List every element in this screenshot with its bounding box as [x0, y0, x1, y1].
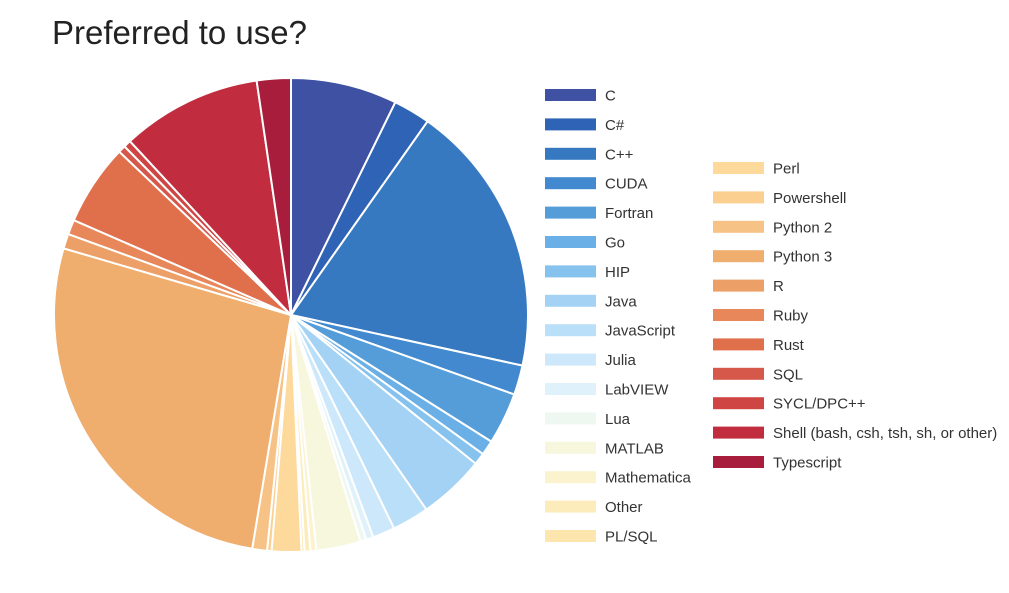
chart-title: Preferred to use?	[52, 14, 307, 51]
legend-item-matlab[interactable]: MATLAB	[545, 440, 664, 457]
legend-item-python-3[interactable]: Python 3	[713, 249, 832, 266]
pie-slice-typescript[interactable]	[255, 77, 292, 316]
legend-label: Lua	[605, 411, 631, 428]
legend-label: C++	[605, 146, 634, 163]
legend-label: Powershell	[773, 190, 846, 207]
legend-swatch	[545, 118, 596, 131]
legend-swatch	[545, 236, 596, 248]
legend-label: HIP	[605, 264, 630, 281]
legend-item-c[interactable]: C	[545, 88, 616, 105]
legend-swatch	[713, 162, 764, 174]
legend-swatch	[713, 367, 764, 380]
legend-item-shell-bash-csh-tsh-sh-or-other[interactable]: Shell (bash, csh, tsh, sh, or other)	[713, 425, 997, 442]
legend-label: PL/SQL	[605, 529, 658, 546]
legend-swatch	[713, 309, 764, 321]
legend-label: Python 3	[773, 249, 832, 266]
legend-label: Mathematica	[605, 470, 692, 487]
legend-item-ruby[interactable]: Ruby	[713, 308, 809, 325]
legend-item-rust[interactable]: Rust	[713, 337, 805, 354]
legend-swatch	[713, 191, 764, 204]
legend-item-java[interactable]: Java	[545, 293, 637, 310]
pie-slices	[53, 77, 530, 553]
legend-label: CUDA	[605, 176, 648, 193]
legend-label: C	[605, 88, 616, 105]
legend-item-typescript[interactable]: Typescript	[713, 455, 842, 472]
legend-label: R	[773, 278, 784, 295]
legend-item-go[interactable]: Go	[545, 235, 625, 252]
legend-swatch	[713, 426, 764, 439]
legend-label: Python 2	[773, 219, 832, 236]
legend-swatch	[545, 147, 596, 160]
legend-label: Java	[605, 293, 637, 310]
legend-label: JavaScript	[605, 323, 676, 340]
legend-label: SQL	[773, 366, 803, 383]
legend-swatch	[545, 177, 596, 190]
legend-label: Julia	[605, 352, 637, 369]
legend-item-labview[interactable]: LabVIEW	[545, 382, 669, 399]
legend-item-pl-sql[interactable]: PL/SQL	[545, 529, 658, 546]
legend-label: Go	[605, 235, 625, 252]
legend-label: Perl	[773, 161, 800, 178]
legend-label: MATLAB	[605, 440, 664, 457]
legend-item-other[interactable]: Other	[545, 499, 643, 516]
legend-label: Fortran	[605, 205, 653, 222]
legend-swatch	[545, 500, 596, 513]
legend-swatch	[545, 412, 596, 425]
legend-swatch	[713, 338, 764, 351]
legend-swatch	[545, 294, 596, 307]
legend-label: LabVIEW	[605, 382, 669, 399]
legend-label: Rust	[773, 337, 805, 354]
pie-slice-c[interactable]	[290, 120, 530, 367]
legend-item-r[interactable]: R	[713, 278, 784, 295]
legend-item-cuda[interactable]: CUDA	[545, 176, 648, 193]
legend-item-sycl-dpc[interactable]: SYCL/DPC++	[713, 396, 866, 413]
pie-slice-c[interactable]	[290, 77, 397, 316]
legend-item-julia[interactable]: Julia	[545, 352, 637, 369]
legend-label: Other	[605, 499, 643, 516]
legend-swatch	[545, 530, 596, 542]
legend-label: Typescript	[773, 455, 842, 472]
legend-swatch	[545, 441, 596, 454]
legend-swatch	[713, 250, 764, 263]
legend-swatch	[713, 220, 764, 233]
legend-swatch	[545, 206, 596, 219]
pie-slice-python-3[interactable]	[53, 247, 292, 550]
legend-swatch	[545, 471, 596, 484]
legend-item-hip[interactable]: HIP	[545, 264, 630, 281]
legend-item-sql[interactable]: SQL	[713, 366, 803, 383]
legend-swatch	[713, 279, 764, 292]
legend-item-lua[interactable]: Lua	[545, 411, 631, 428]
legend-item-perl[interactable]: Perl	[713, 161, 800, 178]
legend-swatch	[545, 383, 596, 395]
legend-swatch	[545, 89, 596, 101]
legend-swatch	[713, 397, 764, 410]
legend-item-c[interactable]: C#	[545, 117, 625, 134]
legend-label: C#	[605, 117, 625, 134]
legend-label: Ruby	[773, 308, 809, 325]
legend-swatch	[545, 265, 596, 278]
legend-swatch	[545, 353, 596, 366]
legend-item-python-2[interactable]: Python 2	[713, 219, 832, 236]
legend-label: Shell (bash, csh, tsh, sh, or other)	[773, 425, 997, 442]
legend: C C# C++ CUDA Fortran Go HIP Java JavaScript Juli…	[545, 88, 997, 546]
legend-item-mathematica[interactable]: Mathematica	[545, 470, 692, 487]
legend-item-javascript[interactable]: JavaScript	[545, 323, 676, 340]
legend-item-fortran[interactable]: Fortran	[545, 205, 653, 222]
legend-item-c[interactable]: C++	[545, 146, 634, 163]
legend-label: SYCL/DPC++	[773, 396, 866, 413]
legend-item-powershell[interactable]: Powershell	[713, 190, 846, 207]
legend-swatch	[545, 324, 596, 337]
legend-swatch	[713, 456, 764, 468]
pie-slice-shell-bash-csh-tsh-sh-or-other[interactable]	[128, 79, 292, 316]
